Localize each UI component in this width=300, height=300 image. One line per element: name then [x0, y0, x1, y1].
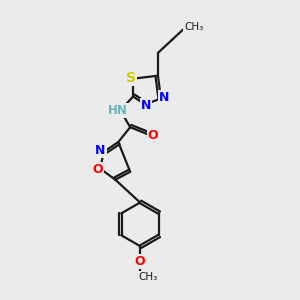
Text: N: N [141, 99, 151, 112]
Text: CH₃: CH₃ [138, 272, 158, 282]
Text: O: O [148, 129, 158, 142]
Text: N: N [159, 91, 169, 104]
Text: O: O [92, 163, 103, 176]
Text: HN: HN [108, 104, 128, 117]
Text: S: S [126, 71, 136, 85]
Text: O: O [135, 256, 146, 268]
Text: CH₃: CH₃ [184, 22, 203, 32]
Text: N: N [95, 145, 106, 158]
